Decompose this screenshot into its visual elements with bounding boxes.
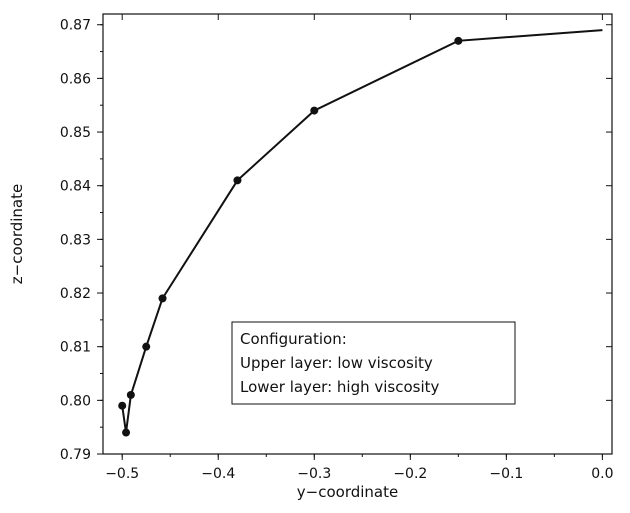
y-tick-label: 0.81 (60, 340, 91, 356)
y-tick-label: 0.86 (60, 71, 91, 87)
data-point (118, 401, 127, 410)
data-point (158, 294, 167, 303)
x-tick-label: −0.1 (489, 466, 523, 482)
data-point (126, 390, 135, 399)
data-point (233, 176, 242, 185)
y-tick-label: 0.84 (60, 179, 91, 195)
plot-frame (102, 13, 613, 455)
y-tick-label: 0.80 (60, 393, 91, 409)
annotation-line: Configuration: (240, 330, 347, 348)
x-tick-label: 0.0 (591, 466, 613, 482)
y-tick-label: 0.87 (60, 18, 91, 34)
y-tick-label: 0.79 (60, 447, 91, 463)
x-tick-label: −0.4 (201, 466, 235, 482)
y-axis-title: z−coordinate (8, 184, 26, 284)
x-tick-label: −0.3 (297, 466, 331, 482)
data-point (310, 106, 319, 115)
x-axis-title: y−coordinate (297, 483, 398, 501)
x-tick-label: −0.2 (393, 466, 427, 482)
y-tick-label: 0.83 (60, 232, 91, 248)
annotation-line: Lower layer: high viscosity (240, 378, 440, 396)
x-tick-label: −0.5 (105, 466, 139, 482)
y-tick-label: 0.85 (60, 125, 91, 141)
annotation-box (231, 321, 516, 405)
y-tick-label: 0.82 (60, 286, 91, 302)
annotation-line: Upper layer: low viscosity (240, 354, 433, 372)
data-point (454, 36, 463, 45)
data-point (122, 428, 131, 437)
data-point (142, 342, 151, 351)
